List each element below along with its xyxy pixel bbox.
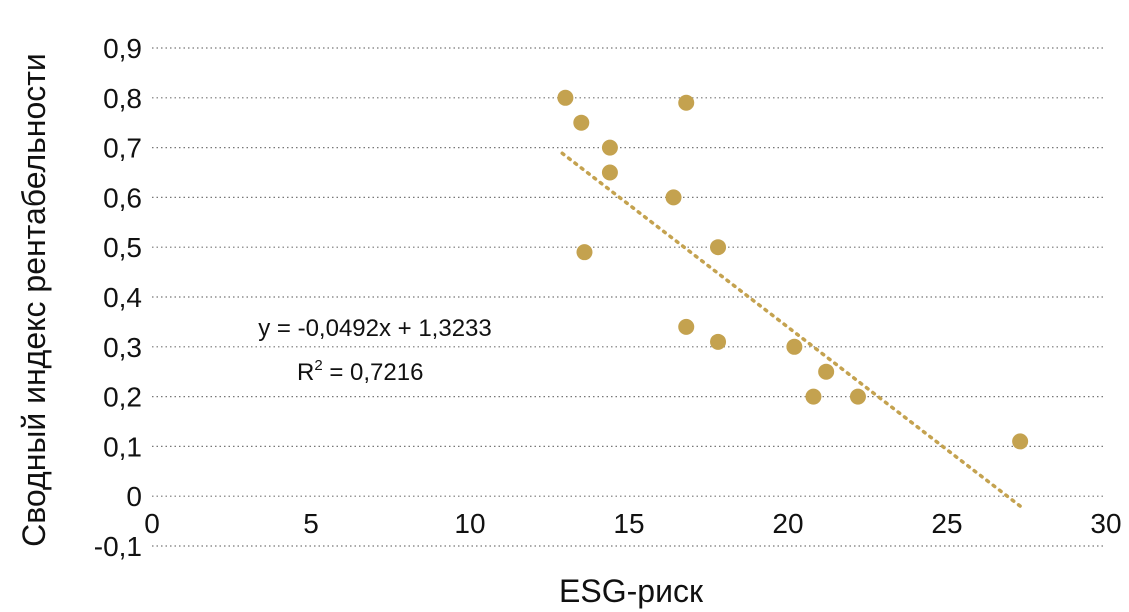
data-point	[576, 244, 593, 261]
r-squared-superscript: 2	[314, 357, 322, 374]
x-tick-label: 5	[303, 508, 319, 539]
data-point	[557, 89, 574, 106]
trendline-group	[560, 151, 1022, 508]
data-point	[805, 388, 822, 405]
x-tick-label: 10	[454, 508, 485, 539]
data-point	[710, 239, 727, 256]
data-point	[849, 388, 866, 405]
y-tick-label: 0	[126, 481, 142, 512]
data-point	[601, 139, 618, 156]
data-point	[573, 114, 590, 131]
x-tick-labels: 0 5 10 15 20 25 30	[144, 508, 1121, 539]
y-tick-label: 0,6	[103, 182, 142, 213]
trendline-equation: y = -0,0492x + 1,3233	[258, 315, 492, 342]
x-axis-title: ESG-риск	[559, 573, 704, 609]
data-point	[678, 94, 695, 111]
r-squared-value: = 0,7216	[323, 359, 424, 386]
gridlines	[152, 47, 1106, 547]
x-tick-label: 20	[772, 508, 803, 539]
x-tick-label: 15	[613, 508, 644, 539]
y-tick-label: 0,9	[103, 33, 142, 64]
r-squared-label: R2 = 0,7216	[297, 357, 423, 386]
data-point	[818, 363, 835, 380]
y-tick-label: 0,1	[103, 431, 142, 462]
y-tick-label: 0,5	[103, 232, 142, 263]
data-point	[601, 164, 618, 181]
data-points	[557, 89, 1029, 450]
y-tick-label: 0,4	[103, 282, 142, 313]
y-tick-label: 0,7	[103, 133, 142, 164]
trendline	[560, 151, 1022, 508]
y-tick-label: 0,3	[103, 332, 142, 363]
y-tick-label: 0,8	[103, 83, 142, 114]
r-squared-symbol: R	[297, 359, 314, 386]
y-axis-title: Сводный индекс рентабельности	[16, 53, 52, 547]
data-point	[786, 338, 803, 355]
y-tick-labels: 0,9 0,8 0,7 0,6 0,5 0,4 0,3 0,2 0,1 0 -0,1	[94, 33, 142, 562]
data-point	[710, 333, 727, 350]
x-tick-label: 30	[1090, 508, 1121, 539]
y-tick-label: 0,2	[103, 382, 142, 413]
data-point	[665, 189, 682, 206]
data-point	[1012, 433, 1029, 450]
x-tick-label: 0	[144, 508, 160, 539]
data-point	[678, 318, 695, 335]
x-tick-label: 25	[931, 508, 962, 539]
y-tick-label: -0,1	[94, 531, 142, 562]
